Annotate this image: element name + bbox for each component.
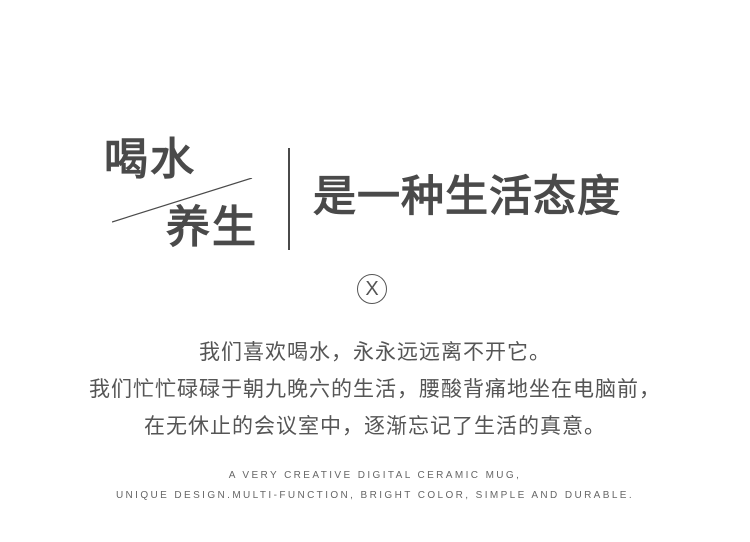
diagonal-divider [112, 178, 253, 223]
headline-word-drink-water: 喝水 [104, 134, 196, 185]
body-line: 我们喜欢喝水，永永远远离不开它。 [199, 340, 551, 364]
english-line: UNIQUE DESIGN.MULTI-FUNCTION, BRIGHT COL… [115, 490, 635, 501]
headline-slogan: 是一种生活态度 [313, 172, 621, 222]
english-line: A VERY CREATIVE DIGITAL CERAMIC MUG, [228, 470, 522, 481]
headline-word-health: 养生 [166, 202, 258, 253]
body-line: 我们忙忙碌碌于朝九晚六的生活，腰酸背痛地坐在电脑前， [89, 377, 661, 401]
badge-letter: X [365, 278, 379, 300]
circle-x-badge: X [357, 274, 387, 304]
english-caption: A VERY CREATIVE DIGITAL CERAMIC MUG, UNI… [0, 466, 750, 506]
body-paragraph: 我们喜欢喝水，永永远远离不开它。 我们忙忙碌碌于朝九晚六的生活，腰酸背痛地坐在电… [0, 334, 750, 445]
headline-section: 喝水 养生 是一种生活态度 [0, 0, 750, 270]
body-line: 在无休止的会议室中，逐渐忘记了生活的真意。 [144, 414, 606, 438]
vertical-divider [288, 148, 290, 250]
